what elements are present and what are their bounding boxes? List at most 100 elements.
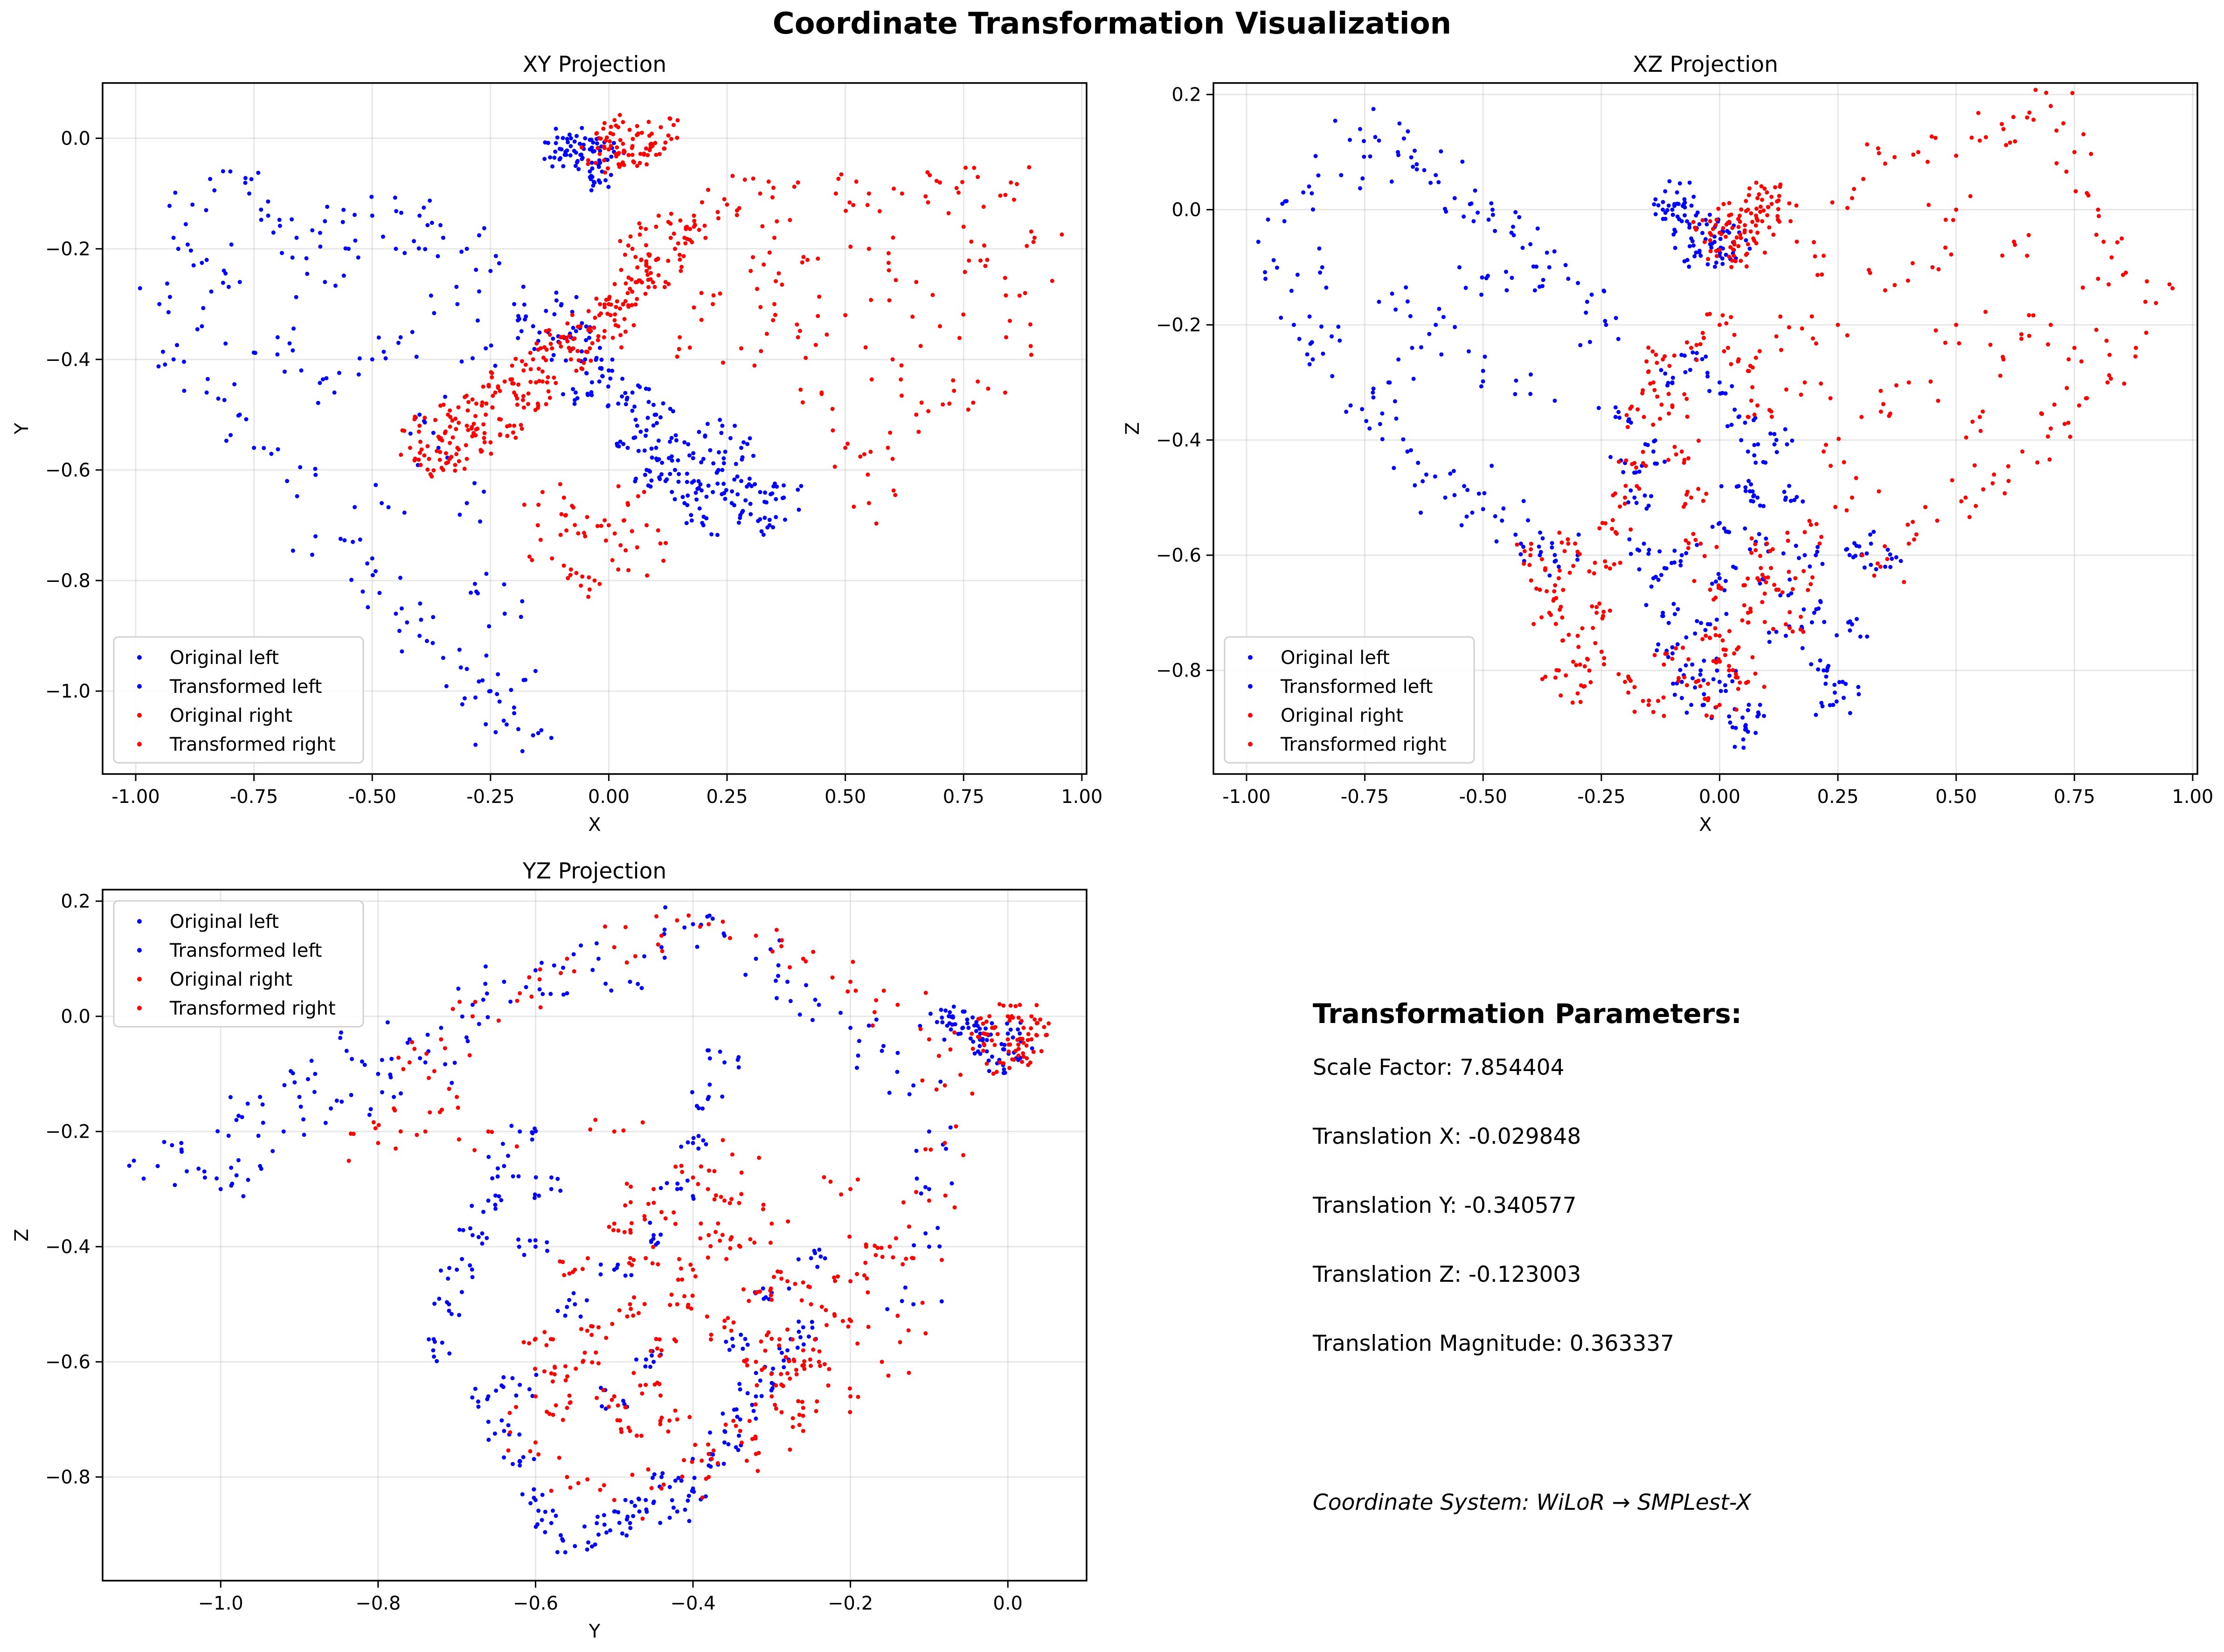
data-point — [631, 323, 636, 328]
data-point — [666, 133, 671, 138]
data-point — [629, 1273, 634, 1278]
data-point — [741, 440, 746, 445]
data-point — [550, 556, 554, 561]
data-point — [1735, 675, 1740, 680]
data-point — [941, 402, 945, 407]
data-point — [457, 1227, 462, 1232]
data-point — [585, 1328, 589, 1333]
data-point — [1808, 564, 1812, 569]
data-point — [567, 132, 572, 137]
data-point — [1720, 262, 1725, 266]
data-point — [598, 1262, 603, 1267]
data-point — [423, 415, 427, 420]
data-point — [863, 1260, 868, 1265]
data-point — [1774, 629, 1779, 634]
data-point — [1373, 135, 1378, 139]
data-point — [1704, 633, 1708, 638]
data-point — [1871, 530, 1876, 534]
data-point — [1320, 265, 1324, 270]
param-translation-y: Translation Y: -0.340577 — [1313, 1193, 1577, 1218]
data-point — [738, 1417, 742, 1422]
data-point — [1401, 136, 1406, 141]
data-point — [2025, 115, 2030, 120]
data-point — [603, 924, 607, 929]
data-point — [928, 1011, 933, 1016]
data-point — [356, 255, 360, 260]
data-point — [628, 1228, 633, 1232]
data-point — [970, 1091, 975, 1096]
data-point — [1698, 342, 1703, 346]
data-point — [1410, 346, 1414, 350]
data-point — [1799, 392, 1803, 397]
data-point — [1656, 698, 1661, 703]
data-point — [1501, 506, 1506, 511]
data-point — [1396, 357, 1401, 362]
data-point — [643, 472, 647, 477]
y-tick-label: −0.4 — [45, 349, 90, 371]
data-point — [1409, 155, 1413, 159]
data-point — [583, 136, 588, 141]
data-point — [275, 335, 280, 339]
data-point — [563, 1378, 568, 1382]
data-point — [532, 1495, 536, 1500]
data-point — [707, 922, 711, 926]
data-point — [802, 1359, 807, 1364]
data-point — [1592, 571, 1596, 576]
data-point — [1593, 641, 1598, 645]
data-point — [457, 421, 461, 425]
data-point — [846, 1324, 851, 1329]
data-point — [482, 440, 487, 444]
data-point — [615, 442, 619, 446]
data-point — [1490, 463, 1494, 468]
data-point — [1628, 527, 1633, 532]
data-point — [1727, 255, 1732, 259]
data-point — [1801, 607, 1806, 612]
data-point — [1785, 442, 1789, 447]
data-point — [1714, 545, 1719, 549]
data-point — [464, 247, 469, 251]
data-point — [824, 1308, 828, 1313]
data-point — [674, 1339, 679, 1343]
data-point — [675, 354, 679, 359]
data-point — [1307, 184, 1311, 189]
data-point — [639, 258, 644, 263]
data-point — [1558, 608, 1562, 612]
data-point — [1739, 258, 1743, 263]
data-point — [736, 1065, 741, 1070]
data-point — [866, 1325, 871, 1329]
data-point — [901, 1262, 905, 1266]
data-point — [923, 1185, 928, 1189]
data-point — [1734, 235, 1739, 240]
data-point — [1911, 519, 1915, 524]
data-point — [1476, 210, 1480, 215]
data-point — [636, 982, 640, 986]
data-point — [484, 401, 489, 406]
data-point — [961, 224, 966, 229]
data-point — [446, 1276, 450, 1281]
data-point — [720, 423, 725, 428]
legend-marker — [1248, 713, 1253, 718]
data-point — [511, 430, 515, 435]
data-point — [806, 1334, 811, 1339]
data-point — [642, 448, 647, 453]
data-point — [337, 371, 341, 375]
data-point — [470, 1267, 474, 1272]
data-point — [1688, 367, 1692, 372]
data-point — [200, 324, 204, 329]
data-point — [400, 428, 405, 433]
data-point — [991, 1071, 996, 1076]
data-point — [431, 615, 436, 619]
data-point — [642, 490, 646, 494]
data-point — [1613, 415, 1618, 419]
data-point — [1028, 322, 1032, 327]
data-point — [1612, 562, 1616, 567]
data-point — [652, 284, 657, 289]
data-point — [433, 418, 437, 422]
data-point — [828, 1179, 833, 1184]
data-point — [456, 986, 461, 991]
data-point — [596, 178, 601, 183]
data-point — [353, 238, 358, 243]
data-point — [1578, 699, 1583, 704]
data-point — [1586, 657, 1590, 662]
data-point — [230, 1182, 235, 1186]
